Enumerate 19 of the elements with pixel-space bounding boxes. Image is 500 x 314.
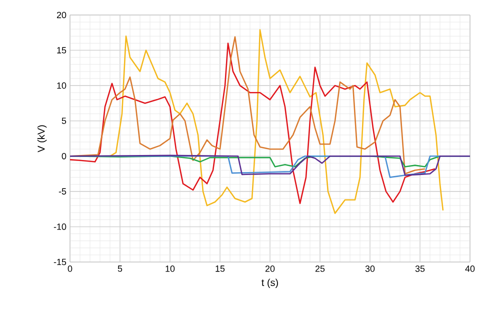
x-tick-label: 30 [365, 266, 375, 272]
y-tick-label: 0 [62, 152, 66, 160]
x-axis-title: t (s) [262, 278, 278, 288]
x-tick-label: 25 [315, 266, 325, 272]
x-tick-label: 0 [68, 266, 72, 272]
y-axis-title: V (kV) [37, 125, 47, 152]
y-tick-label: -15 [54, 258, 66, 266]
x-tick-label: 10 [166, 266, 175, 272]
x-tick-label: 15 [216, 266, 225, 272]
y-tick-label: 20 [56, 12, 66, 18]
x-tick-label: 40 [465, 266, 475, 272]
y-tick-label: 10 [57, 82, 66, 89]
x-tick-label: 5 [118, 266, 122, 272]
y-tick-label: 15 [57, 47, 66, 54]
y-tick-label: -10 [54, 224, 66, 230]
y-tick-label: -5 [58, 188, 66, 195]
y-tick-label: 5 [62, 118, 66, 124]
x-tick-label: 20 [265, 266, 275, 272]
x-tick-label: 35 [415, 266, 425, 272]
